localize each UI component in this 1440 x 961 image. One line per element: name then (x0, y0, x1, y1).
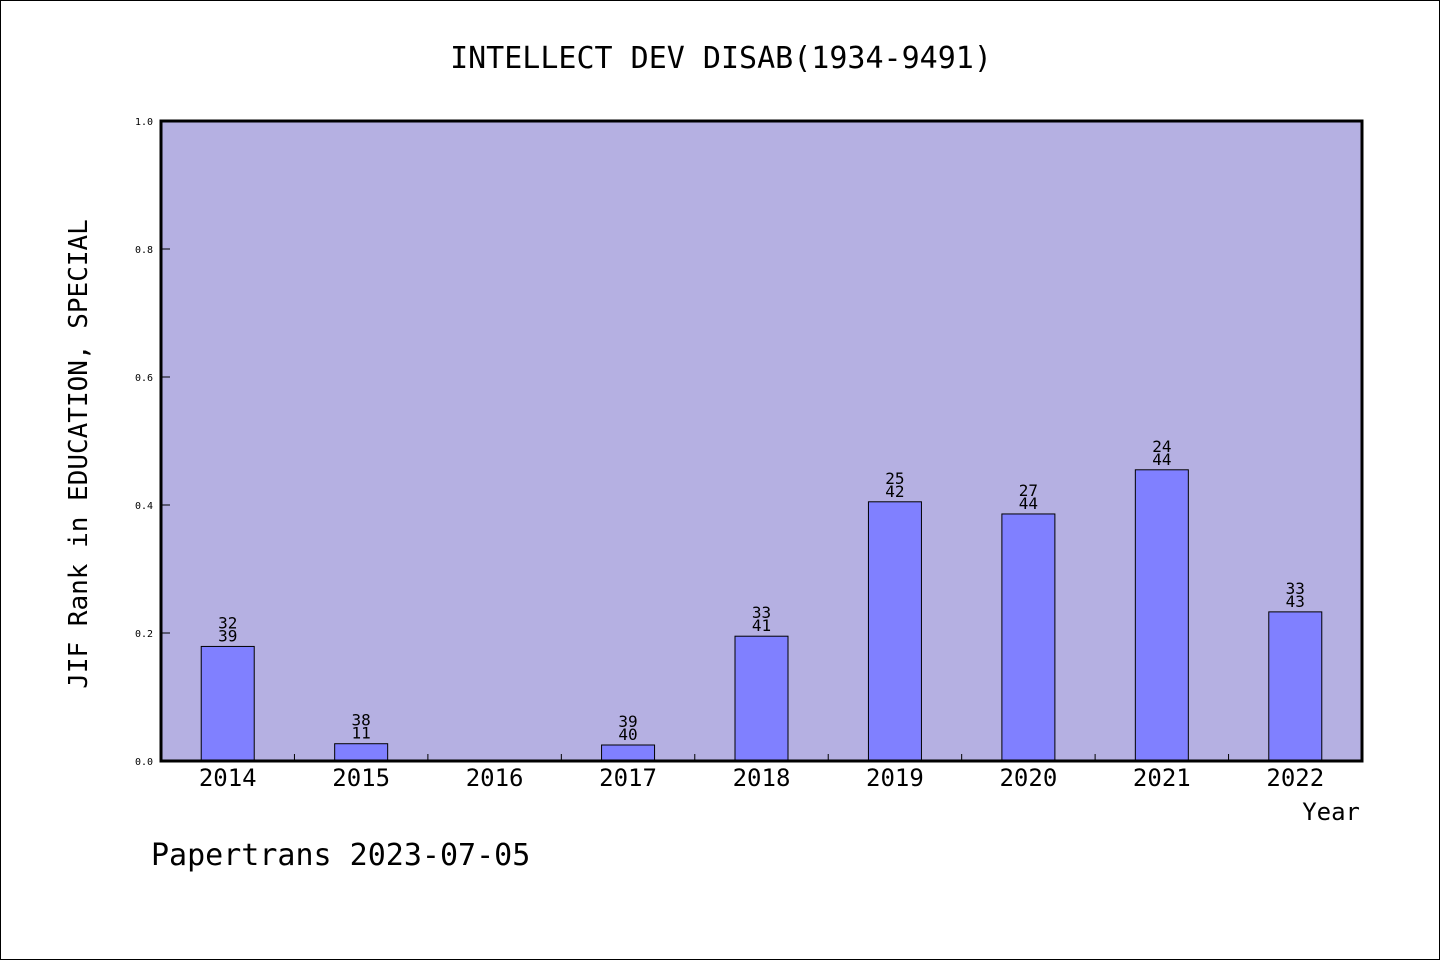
y-axis-label: JIF Rank in EDUCATION, SPECIAL (64, 219, 94, 689)
bar-2021 (1134, 469, 1189, 762)
bar-2019 (867, 501, 922, 762)
bar-label-total: 44 (1019, 494, 1038, 513)
plot-frame (159, 119, 1364, 763)
bar-label-rank: 32 (218, 613, 237, 632)
y-tick-label: 0.8 (135, 245, 153, 256)
bar-2022 (1268, 611, 1323, 762)
bar-2020 (1001, 513, 1056, 762)
bar-label-rank: 33 (1286, 579, 1305, 598)
x-axis-ticks: 2014 2015 2016 2017 2018 2019 2020 2021 2022 (199, 754, 1324, 792)
bar-label-total: 39 (218, 626, 237, 645)
y-tick-label: 0.6 (135, 373, 153, 384)
x-tick-label: 2015 (332, 764, 390, 792)
bar-label-total: 41 (752, 616, 771, 635)
bar-label-total: 11 (352, 724, 371, 743)
x-tick-label: 2020 (999, 764, 1057, 792)
y-tick-label: 0.2 (135, 629, 153, 640)
bar-2015 (334, 743, 389, 762)
bar-label-rank: 24 (1152, 437, 1171, 456)
bar-2014 (200, 645, 255, 762)
footer-credit: Papertrans 2023-07-05 (151, 838, 530, 873)
bar-label-rank: 25 (885, 469, 904, 488)
bar-label-total: 44 (1152, 450, 1171, 469)
bar-label-total: 40 (618, 725, 637, 744)
bar-label-rank: 33 (752, 603, 771, 622)
x-tick-label: 2022 (1266, 764, 1324, 792)
bar-label-total: 43 (1286, 592, 1305, 611)
x-axis-label: Year (1302, 798, 1360, 826)
bar-2017 (601, 744, 656, 762)
chart-title: INTELLECT DEV DISAB(1934-9491) (450, 41, 992, 76)
bar-label-rank: 38 (352, 711, 371, 730)
x-tick-label: 2019 (866, 764, 924, 792)
y-tick-label: 1.0 (135, 117, 153, 128)
bar-label-total: 42 (885, 482, 904, 501)
x-tick-label: 2014 (199, 764, 257, 792)
y-tick-label: 0.4 (135, 501, 153, 512)
y-tick-label: 0.0 (135, 757, 153, 768)
x-tick-label: 2016 (466, 764, 524, 792)
bar-label-rank: 39 (618, 712, 637, 731)
x-tick-label: 2021 (1133, 764, 1191, 792)
x-tick-label: 2017 (599, 764, 657, 792)
bar-2018 (734, 635, 789, 762)
x-tick-label: 2018 (733, 764, 791, 792)
bar-label-rank: 27 (1019, 481, 1038, 500)
